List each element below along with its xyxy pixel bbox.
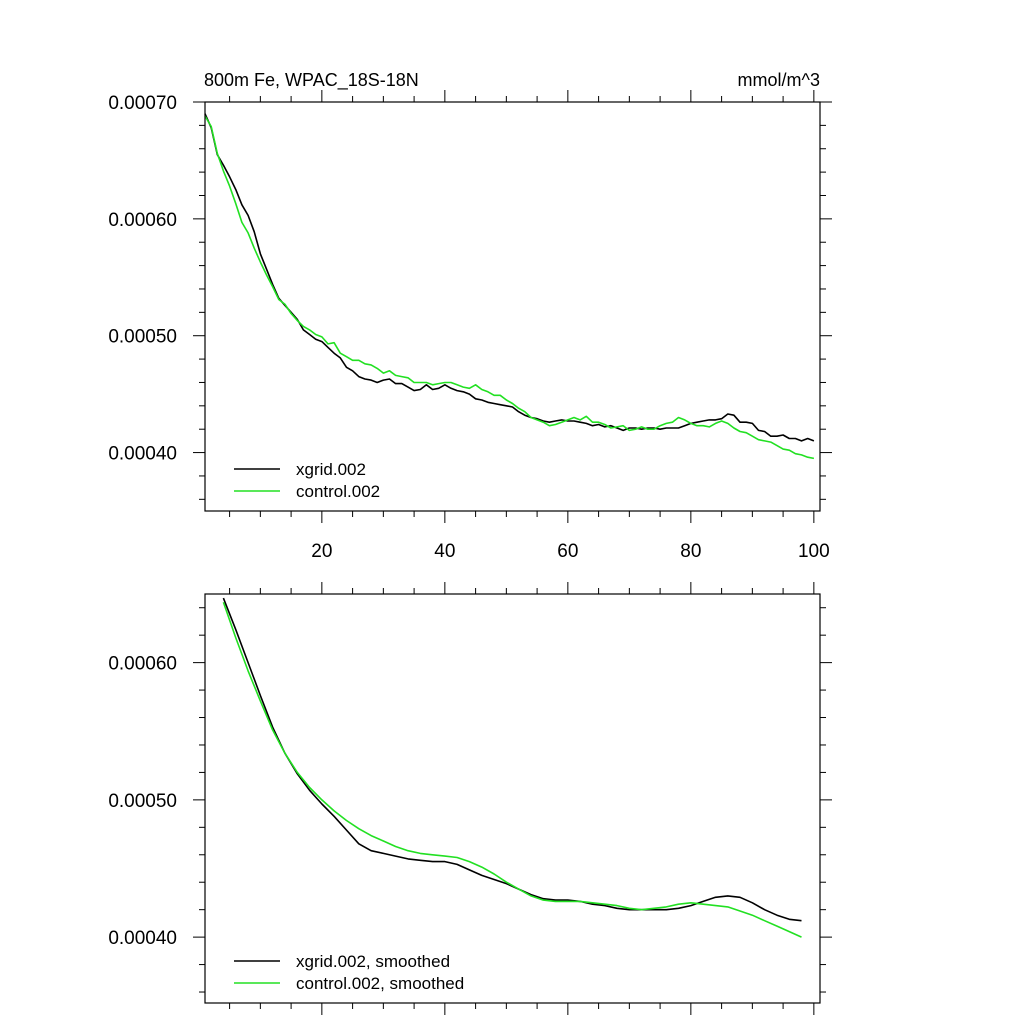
series-line-xgrid (204, 113, 815, 442)
y-tick-label: 0.00040 (108, 928, 177, 949)
top-panel-legend: xgrid.002 control.002 (234, 460, 380, 501)
top-panel-plot-layer: 0.00040 0.00050 0.00060 0.00070 20 40 60 80 100 (108, 90, 832, 562)
top-panel: 800m Fe, WPAC_18S-18N mmol/m^3 0.000400.… (108, 70, 832, 562)
x-tick-label: 40 (434, 541, 455, 562)
legend-label-xgrid-smoothed: xgrid.002, smoothed (296, 952, 450, 971)
y-tick-label: 0.00060 (108, 654, 177, 675)
y-tick-label: 0.00040 (108, 444, 177, 465)
top-panel-frame (204, 101, 821, 512)
bottom-panel: 0.00040 0.00050 0.00060 xgrid.002, smoothe… (108, 582, 832, 1015)
legend-label-control-smoothed: control.002, smoothed (296, 974, 464, 993)
x-tick-label: 80 (680, 541, 701, 562)
y-tick-label: 0.00050 (108, 327, 177, 348)
x-tick-label: 20 (311, 541, 332, 562)
y-tick-label: 0.00050 (108, 791, 177, 812)
bottom-panel-legend: xgrid.002, smoothed control.002, smoothe… (234, 952, 464, 993)
legend-label-control: control.002 (296, 482, 380, 501)
y-tick-label: 0.00060 (108, 210, 177, 231)
y-tick-label: 0.00070 (108, 93, 177, 114)
series-line-control (204, 115, 815, 460)
x-tick-label: 60 (557, 541, 578, 562)
x-tick-label: 100 (798, 541, 830, 562)
bottom-panel-plot-layer: 0.00040 0.00050 0.00060 (108, 582, 832, 1015)
series-line-control (222, 601, 802, 938)
legend-label-xgrid: xgrid.002 (296, 460, 366, 479)
bottom-panel-frame (204, 593, 821, 1004)
top-panel-title: 800m Fe, WPAC_18S-18N (204, 70, 419, 91)
top-panel-units: mmol/m^3 (738, 70, 820, 90)
